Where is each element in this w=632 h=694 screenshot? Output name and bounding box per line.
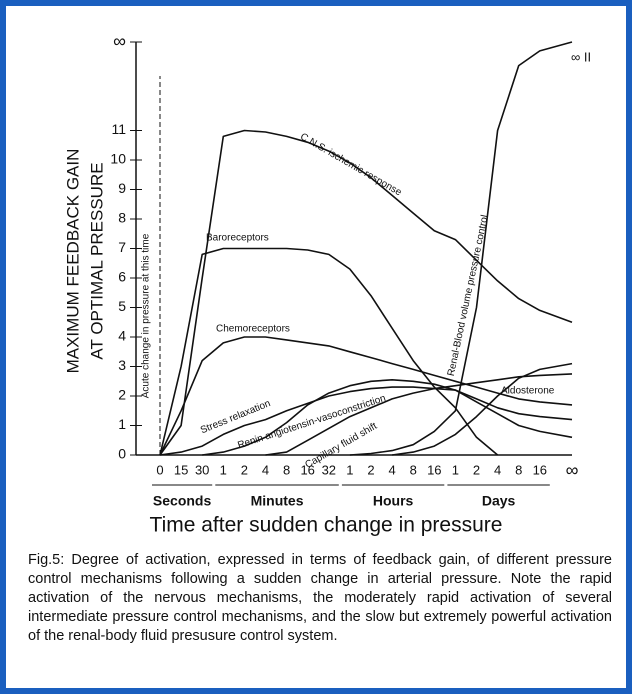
x-tick-label: 30 [195, 462, 209, 477]
x-tick-label: 4 [494, 462, 501, 477]
line-series [265, 373, 573, 456]
y-tick-label: 6 [118, 269, 126, 285]
y-tick-label: 4 [118, 328, 126, 344]
x-tick-label: 1 [220, 462, 227, 477]
line-series [159, 129, 573, 456]
x-tick-label: 2 [367, 462, 374, 477]
line-series [391, 362, 573, 456]
x-tick-label: 8 [283, 462, 290, 477]
x-tick-label: 15 [174, 462, 188, 477]
line-series [159, 247, 499, 456]
series-label: Aldosterone [501, 386, 555, 397]
y-tick-label: 9 [118, 180, 126, 196]
caption: Fig.5: Degree of activation, expressed i… [28, 552, 612, 644]
x-tick-label: 1 [346, 462, 353, 477]
y-tick-label: ∞ [113, 31, 126, 51]
line-series [159, 336, 573, 456]
x-tick-label: 0 [156, 462, 163, 477]
y-tick-label: 10 [110, 151, 126, 167]
y-tick-label: 11 [111, 121, 126, 137]
annotation: Acute change in pressure at this time [141, 233, 152, 398]
y-tick-label: 0 [118, 446, 126, 462]
y-tick-label: 7 [118, 239, 126, 255]
x-tick-label: ∞ [566, 460, 579, 480]
line-series [159, 386, 573, 456]
y-tick-label: 2 [118, 387, 126, 403]
series-label: Chemoreceptors [216, 324, 290, 335]
x-tick-label: 16 [533, 462, 547, 477]
series-label: Baroreceptors [206, 233, 269, 244]
x-axis-label: Time after sudden change in pressure [150, 514, 503, 537]
y-tick-label: 3 [118, 357, 126, 373]
x-tick-label: 8 [515, 462, 522, 477]
chart: MAXIMUM FEEDBACK GAIN AT OPTIMAL PRESSUR… [63, 31, 591, 537]
group-label: Seconds [153, 493, 212, 509]
x-tick-label: 16 [300, 462, 314, 477]
group-label: Days [482, 493, 516, 509]
x-tick-label: 2 [241, 462, 248, 477]
y-axis-label: MAXIMUM FEEDBACK GAIN [63, 149, 82, 374]
group-label: Minutes [251, 493, 304, 509]
x-tick-label: 8 [410, 462, 417, 477]
x-tick-label: 4 [262, 462, 269, 477]
x-tick-label: 32 [322, 462, 336, 477]
corner-label: ∞ II [571, 49, 591, 64]
line-series [202, 379, 573, 456]
x-tick-label: 4 [388, 462, 395, 477]
y-axis-label: AT OPTIMAL PRESSURE [87, 162, 106, 359]
series-label: C.N.S. ischemic response [298, 131, 404, 198]
x-tick-label: 1 [452, 462, 459, 477]
y-tick-label: 5 [118, 298, 126, 314]
series-label: Stress relaxation [199, 398, 272, 436]
group-label: Hours [373, 493, 414, 509]
x-tick-label: 2 [473, 462, 480, 477]
y-tick-label: 8 [118, 210, 126, 226]
line-series [349, 41, 573, 456]
y-tick-label: 1 [118, 416, 126, 432]
x-tick-label: 16 [427, 462, 441, 477]
